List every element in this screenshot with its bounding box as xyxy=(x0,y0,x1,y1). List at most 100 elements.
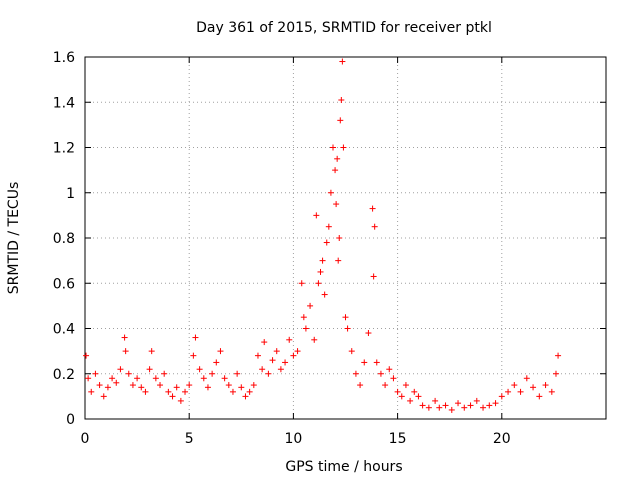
data-point xyxy=(442,402,449,409)
data-point xyxy=(152,375,159,382)
data-point xyxy=(334,155,341,162)
data-point xyxy=(113,379,120,386)
data-point xyxy=(298,280,305,287)
data-point xyxy=(173,384,180,391)
data-point xyxy=(548,388,555,395)
data-point xyxy=(361,359,368,366)
data-point xyxy=(261,339,268,346)
data-point xyxy=(234,370,241,377)
data-point xyxy=(182,388,189,395)
data-point xyxy=(317,268,324,275)
data-point xyxy=(432,397,439,404)
data-point xyxy=(365,330,372,337)
data-point xyxy=(104,384,111,391)
y-tick-label: 1.2 xyxy=(53,141,75,157)
data-point xyxy=(290,352,297,359)
y-tick-label: 0.8 xyxy=(53,231,75,247)
data-point xyxy=(109,375,116,382)
data-point xyxy=(121,334,128,341)
data-point xyxy=(473,397,480,404)
data-point xyxy=(448,406,455,413)
data-point xyxy=(169,393,176,400)
data-point xyxy=(254,352,261,359)
data-point xyxy=(217,348,224,355)
data-point xyxy=(373,359,380,366)
data-point xyxy=(344,325,351,332)
data-point xyxy=(92,370,99,377)
data-point xyxy=(148,348,155,355)
data-point xyxy=(517,388,524,395)
y-tick-label: 1.4 xyxy=(53,95,75,111)
data-point xyxy=(196,366,203,373)
x-tick-label: 5 xyxy=(185,431,194,447)
data-point xyxy=(177,397,184,404)
data-point xyxy=(100,393,107,400)
data-point xyxy=(505,388,512,395)
data-point xyxy=(122,348,129,355)
data-point xyxy=(398,393,405,400)
data-point xyxy=(342,314,349,321)
axis-ticks: 0 5 10 15 20 0 0.2 0.4 0.6 0.8 1 1.2 1.4 1.6 xyxy=(53,50,606,447)
data-point xyxy=(402,382,409,389)
y-tick-label: 0.6 xyxy=(53,276,75,292)
data-point xyxy=(357,382,364,389)
data-points xyxy=(83,58,562,413)
data-point xyxy=(415,393,422,400)
data-point xyxy=(555,352,562,359)
x-tick-label: 15 xyxy=(389,431,407,447)
data-point xyxy=(315,280,322,287)
y-tick-label: 0.2 xyxy=(53,367,75,383)
data-point xyxy=(192,334,199,341)
data-point xyxy=(455,400,462,407)
y-tick-label: 1 xyxy=(66,186,75,202)
data-point xyxy=(333,201,340,208)
data-point xyxy=(142,388,149,395)
data-point xyxy=(382,382,389,389)
data-point xyxy=(486,402,493,409)
x-axis-label: GPS time / hours xyxy=(285,459,402,475)
data-point xyxy=(282,359,289,366)
data-point xyxy=(302,325,309,332)
data-point xyxy=(536,393,543,400)
data-point xyxy=(411,388,418,395)
data-point xyxy=(238,384,245,391)
data-point xyxy=(552,370,559,377)
x-tick-label: 20 xyxy=(493,431,511,447)
data-point xyxy=(386,366,393,373)
data-point xyxy=(329,144,336,151)
data-point xyxy=(339,58,346,65)
x-tick-label: 0 xyxy=(81,431,90,447)
data-point xyxy=(134,375,141,382)
data-point xyxy=(319,257,326,264)
data-point xyxy=(467,402,474,409)
data-point xyxy=(335,257,342,264)
data-point xyxy=(327,189,334,196)
data-point xyxy=(371,223,378,230)
data-point xyxy=(286,336,293,343)
x-tick-label: 10 xyxy=(284,431,302,447)
data-point xyxy=(394,388,401,395)
data-point xyxy=(407,397,414,404)
data-point xyxy=(307,302,314,309)
data-point xyxy=(200,375,207,382)
data-point xyxy=(88,388,95,395)
y-tick-label: 1.6 xyxy=(53,50,75,66)
data-point xyxy=(294,348,301,355)
data-point xyxy=(225,382,232,389)
data-point xyxy=(338,96,345,103)
data-point xyxy=(273,348,280,355)
data-point xyxy=(530,384,537,391)
data-point xyxy=(311,336,318,343)
data-point xyxy=(340,144,347,151)
data-point xyxy=(313,212,320,219)
data-point xyxy=(277,366,284,373)
data-point xyxy=(348,348,355,355)
data-point xyxy=(325,223,332,230)
data-point xyxy=(492,400,499,407)
data-point xyxy=(165,388,172,395)
data-point xyxy=(190,352,197,359)
data-point xyxy=(265,370,272,377)
data-point xyxy=(269,357,276,364)
data-point xyxy=(523,375,530,382)
